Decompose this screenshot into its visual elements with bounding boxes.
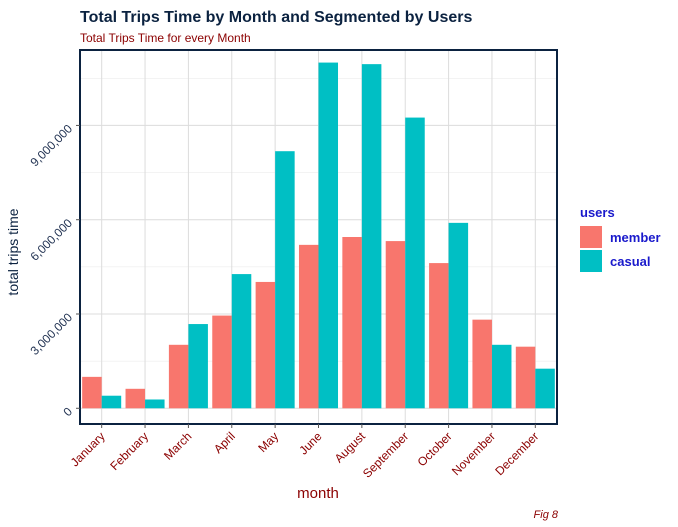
y-tick-label: 9,000,000 xyxy=(27,121,75,169)
y-tick-label: 0 xyxy=(60,404,75,419)
y-tick-label: 6,000,000 xyxy=(27,216,75,264)
bar-member-may xyxy=(255,281,276,409)
bar-member-april xyxy=(212,315,232,409)
y-tick-label: 3,000,000 xyxy=(27,310,75,358)
x-tick-label: November xyxy=(449,429,498,478)
figure-caption: Fig 8 xyxy=(534,509,559,521)
bar-casual-december xyxy=(535,368,555,409)
x-tick-label: January xyxy=(68,429,108,469)
bar-member-september xyxy=(385,241,406,409)
x-axis: January February March April May June AugustSe… xyxy=(68,424,541,481)
bar-casual-june xyxy=(318,62,339,409)
x-tick-label: May xyxy=(255,429,281,455)
bar-casual-april xyxy=(231,274,252,409)
y-axis: 0 3,000,000 6,000,000 9,000,000 xyxy=(27,121,80,419)
bar-casual-february xyxy=(145,399,165,409)
legend-swatch-casual xyxy=(580,250,602,272)
bar-member-january xyxy=(82,376,102,409)
x-tick-label: December xyxy=(492,429,541,478)
x-tick-label: February xyxy=(107,429,151,473)
x-tick-label: April xyxy=(211,429,238,456)
legend: users member casual xyxy=(580,205,661,272)
bar-member-november xyxy=(472,319,492,409)
x-tick-label: June xyxy=(296,429,325,458)
bar-casual-march xyxy=(188,324,208,409)
bar-casual-october xyxy=(448,222,469,409)
x-tick-label: September xyxy=(360,429,411,480)
x-tick-label: October xyxy=(415,429,455,469)
bar-casual-may xyxy=(275,151,295,409)
chart-subtitle: Total Trips Time for every Month xyxy=(80,31,251,45)
x-tick-label: August xyxy=(332,429,369,466)
bars xyxy=(82,62,555,409)
x-axis-title: month xyxy=(297,485,339,502)
bar-member-october xyxy=(429,263,449,409)
bar-casual-november xyxy=(491,344,512,409)
y-axis-title: total trips time xyxy=(5,208,21,295)
legend-label-member: member xyxy=(610,230,661,245)
bar-casual-august xyxy=(361,64,382,409)
bar-casual-january xyxy=(101,395,122,409)
bar-member-june xyxy=(298,244,319,409)
bar-member-august xyxy=(342,237,362,409)
bar-member-february xyxy=(125,388,146,409)
chart-title: Total Trips Time by Month and Segmented … xyxy=(80,9,472,26)
legend-swatch-member xyxy=(580,226,602,248)
bar-member-december xyxy=(515,346,536,409)
legend-label-casual: casual xyxy=(610,254,650,269)
x-tick-label: March xyxy=(161,429,194,462)
bar-casual-september xyxy=(405,117,425,409)
bar-member-march xyxy=(168,344,189,409)
legend-title: users xyxy=(580,205,615,220)
